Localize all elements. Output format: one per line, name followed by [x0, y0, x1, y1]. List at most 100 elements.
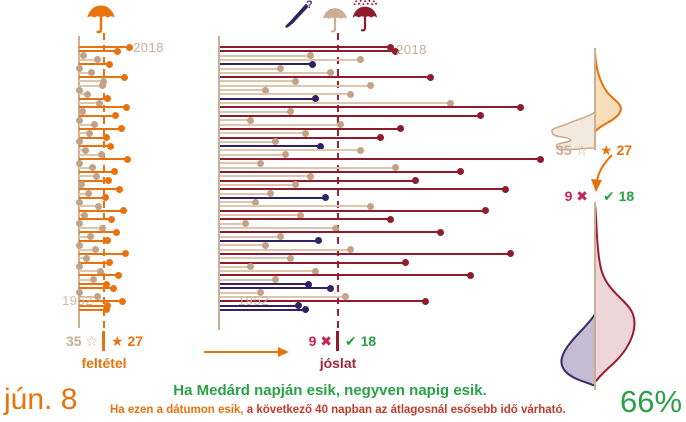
lollipop-line	[220, 80, 295, 83]
lollipop-line	[79, 274, 118, 277]
lollipop-dot	[456, 168, 464, 176]
lollipop-dot	[301, 129, 309, 137]
lollipop-dot	[83, 90, 91, 98]
proverb-text: Ha Medárd napján esik, negyven napig esi…	[173, 382, 487, 399]
lollipop-dot	[286, 108, 294, 116]
lollipop-line	[220, 231, 440, 234]
lollipop-dot	[95, 99, 103, 107]
lollipop-line	[220, 218, 390, 221]
lollipop-dot	[78, 108, 86, 116]
lollipop-dot	[316, 142, 324, 150]
lollipop-dot	[304, 280, 312, 288]
lollipop-dot	[391, 47, 399, 55]
umbrella-closed-navy-icon	[285, 4, 308, 28]
lollipop-dot	[346, 90, 354, 98]
lollipop-dot	[96, 267, 104, 275]
lollipop-line	[79, 179, 108, 182]
lollipop-dot	[75, 241, 83, 249]
lollipop-line	[79, 188, 119, 191]
lollipop-dot	[466, 271, 474, 279]
lollipop-dot	[97, 151, 105, 159]
lollipop-line	[220, 291, 260, 294]
lollipop-line	[220, 158, 540, 161]
lollipop-line	[220, 283, 308, 286]
umbrella-rain-icon	[352, 0, 378, 32]
lollipop-dot	[87, 69, 95, 77]
lollipop-line	[220, 209, 485, 212]
lollipop-dot	[246, 263, 254, 271]
lollipop-dot	[376, 134, 384, 141]
lollipop-dot	[256, 289, 264, 297]
umbrella-open-tan-icon	[323, 8, 347, 33]
lollipop-dot	[112, 228, 120, 236]
lollipop-dot	[326, 284, 334, 292]
accuracy-label: 66%	[620, 384, 683, 419]
lollipop-dot	[326, 69, 334, 77]
lollipop-dot	[102, 306, 110, 314]
prediction-correct-count: ✔ 18	[345, 333, 377, 349]
lollipop-line	[79, 170, 114, 173]
lollipop-dot	[356, 146, 364, 154]
lollipop-dot	[105, 259, 113, 266]
lollipop-dot	[481, 207, 489, 215]
condition-below-count: 35 ☆	[65, 333, 98, 349]
lollipop-line	[220, 119, 250, 122]
prediction-axis-title: jóslat	[319, 355, 357, 371]
lollipop-dot	[102, 280, 110, 288]
lollipop-dot	[286, 254, 294, 262]
lollipop-line	[79, 218, 111, 221]
lollipop-line	[79, 153, 101, 156]
lollipop-line	[220, 287, 330, 290]
lollipop-line	[79, 80, 103, 83]
lollipop-dot	[104, 177, 112, 185]
condition-year-top: 2018	[133, 40, 164, 55]
lollipop-line	[220, 192, 270, 195]
lollipop-line	[79, 304, 107, 307]
lollipop-line	[220, 89, 265, 92]
lollipop-line	[220, 166, 395, 169]
lollipop-dot	[89, 276, 97, 284]
lollipop-line	[79, 127, 121, 130]
lollipop-dot	[88, 164, 96, 172]
lollipop-dot	[119, 207, 127, 215]
lollipop-dot	[291, 181, 299, 189]
lollipop-line	[220, 67, 280, 70]
lollipop-dot	[113, 47, 121, 55]
lollipop-dot	[118, 297, 126, 305]
lollipop-line	[220, 244, 265, 247]
lollipop-dot	[110, 168, 118, 176]
lollipop-line	[220, 76, 430, 79]
prediction-density-wrong-curve	[560, 310, 596, 388]
lollipop-dot	[341, 293, 349, 301]
lollipop-dot	[321, 194, 329, 202]
lollipop-dot	[291, 77, 299, 85]
lollipop-line	[79, 166, 92, 169]
condition-density-below-label: 35 ☆	[555, 142, 588, 158]
lollipop-dot	[86, 233, 94, 241]
lollipop-line	[79, 278, 93, 281]
lollipop-line	[220, 46, 390, 48]
condition-count-divider	[102, 331, 105, 351]
condition-density-plot	[551, 48, 622, 151]
prediction-density-correct-curve	[594, 203, 636, 385]
condition-axis-title: feltétel	[81, 355, 127, 371]
lollipop-line	[220, 84, 370, 87]
lollipop-dot	[446, 99, 454, 107]
lollipop-dot	[396, 125, 404, 133]
lollipop-line	[220, 201, 255, 204]
lollipop-dot	[103, 237, 111, 245]
lollipop-dot	[101, 194, 109, 202]
condition-to-prediction-arrow-icon	[204, 347, 289, 357]
lollipop-line	[79, 283, 106, 286]
lollipop-dot	[93, 56, 101, 64]
lollipop-line	[79, 46, 129, 48]
prediction-density-correct-label: ✔ 18	[603, 188, 635, 204]
lollipop-dot	[536, 155, 544, 163]
lollipop-dot	[123, 155, 131, 163]
lollipop-line	[220, 278, 275, 281]
lollipop-line	[220, 50, 395, 53]
lollipop-dot	[117, 125, 125, 133]
lollipop-line	[220, 265, 250, 268]
lollipop-dot	[301, 306, 309, 314]
lollipop-dot	[121, 250, 129, 258]
